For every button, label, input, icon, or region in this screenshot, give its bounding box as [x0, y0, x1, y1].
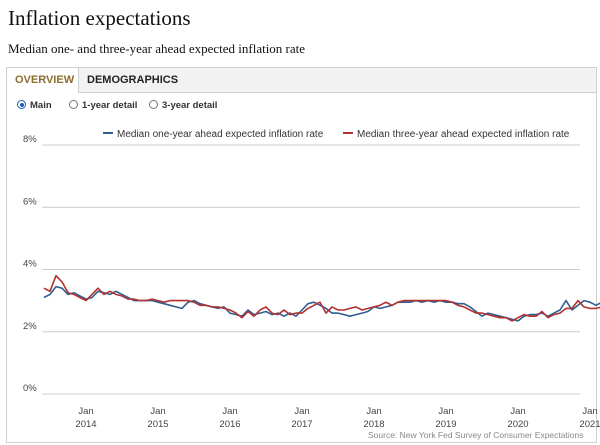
x-tick-year: 2016: [219, 419, 240, 430]
page-subtitle: Median one- and three-year ahead expecte…: [8, 41, 306, 56]
series-line-three-year: [43, 274, 600, 322]
source-note: Source: New York Fed Survey of Consumer …: [368, 430, 583, 440]
y-tick-label: 0%: [23, 383, 37, 394]
series-line-one-year: [43, 285, 600, 322]
x-tick-month: Jan: [294, 406, 309, 417]
x-tick-year: 2014: [75, 419, 96, 430]
y-tick-label: 6%: [23, 196, 37, 207]
x-tick-month: Jan: [78, 406, 93, 417]
tab-bar: OVERVIEW DEMOGRAPHICS: [7, 68, 596, 93]
legend: Median one-year ahead expected inflation…: [103, 129, 570, 140]
legend-label-one-year: Median one-year ahead expected inflation…: [117, 129, 324, 140]
x-tick-month: Jan: [222, 406, 237, 417]
radio-main[interactable]: Main: [17, 98, 52, 114]
y-axis: 0% 2% 4% 6% 8%: [23, 134, 37, 394]
tab-overview[interactable]: OVERVIEW: [7, 68, 79, 93]
radio-selected-icon: [17, 100, 26, 109]
x-tick-month: Jan: [150, 406, 165, 417]
grid: [42, 144, 580, 395]
x-tick-year: 2021: [579, 419, 600, 430]
radio-3-year-detail[interactable]: 3-year detail: [149, 98, 217, 114]
x-tick-month: Jan: [582, 406, 597, 417]
legend-label-three-year: Median three-year ahead expected inflati…: [357, 129, 570, 140]
radio-unselected-icon: [69, 100, 78, 109]
radio-1-year-detail[interactable]: 1-year detail: [69, 98, 137, 114]
radio-unselected-icon: [149, 100, 158, 109]
x-tick-year: 2015: [147, 419, 168, 430]
y-tick-label: 2%: [23, 321, 37, 332]
x-tick-month: Jan: [366, 406, 381, 417]
x-tick-year: 2017: [291, 419, 312, 430]
x-tick-year: 2019: [435, 419, 456, 430]
page-title: Inflation expectations: [8, 6, 191, 30]
series-lines: [43, 274, 600, 322]
chart-panel: OVERVIEW DEMOGRAPHICS Main 1-year detail…: [6, 67, 597, 443]
x-tick-year: 2018: [363, 419, 384, 430]
x-tick-month: Jan: [438, 406, 453, 417]
x-tick-month: Jan: [510, 406, 525, 417]
y-tick-label: 4%: [23, 259, 37, 270]
y-tick-label: 8%: [23, 134, 37, 145]
tab-demographics[interactable]: DEMOGRAPHICS: [87, 74, 179, 86]
x-axis: Jan 2014 Jan 2015 Jan 2016 Jan 2017 Jan 2018 Jan 20…: [75, 406, 600, 430]
x-tick-year: 2020: [507, 419, 528, 430]
